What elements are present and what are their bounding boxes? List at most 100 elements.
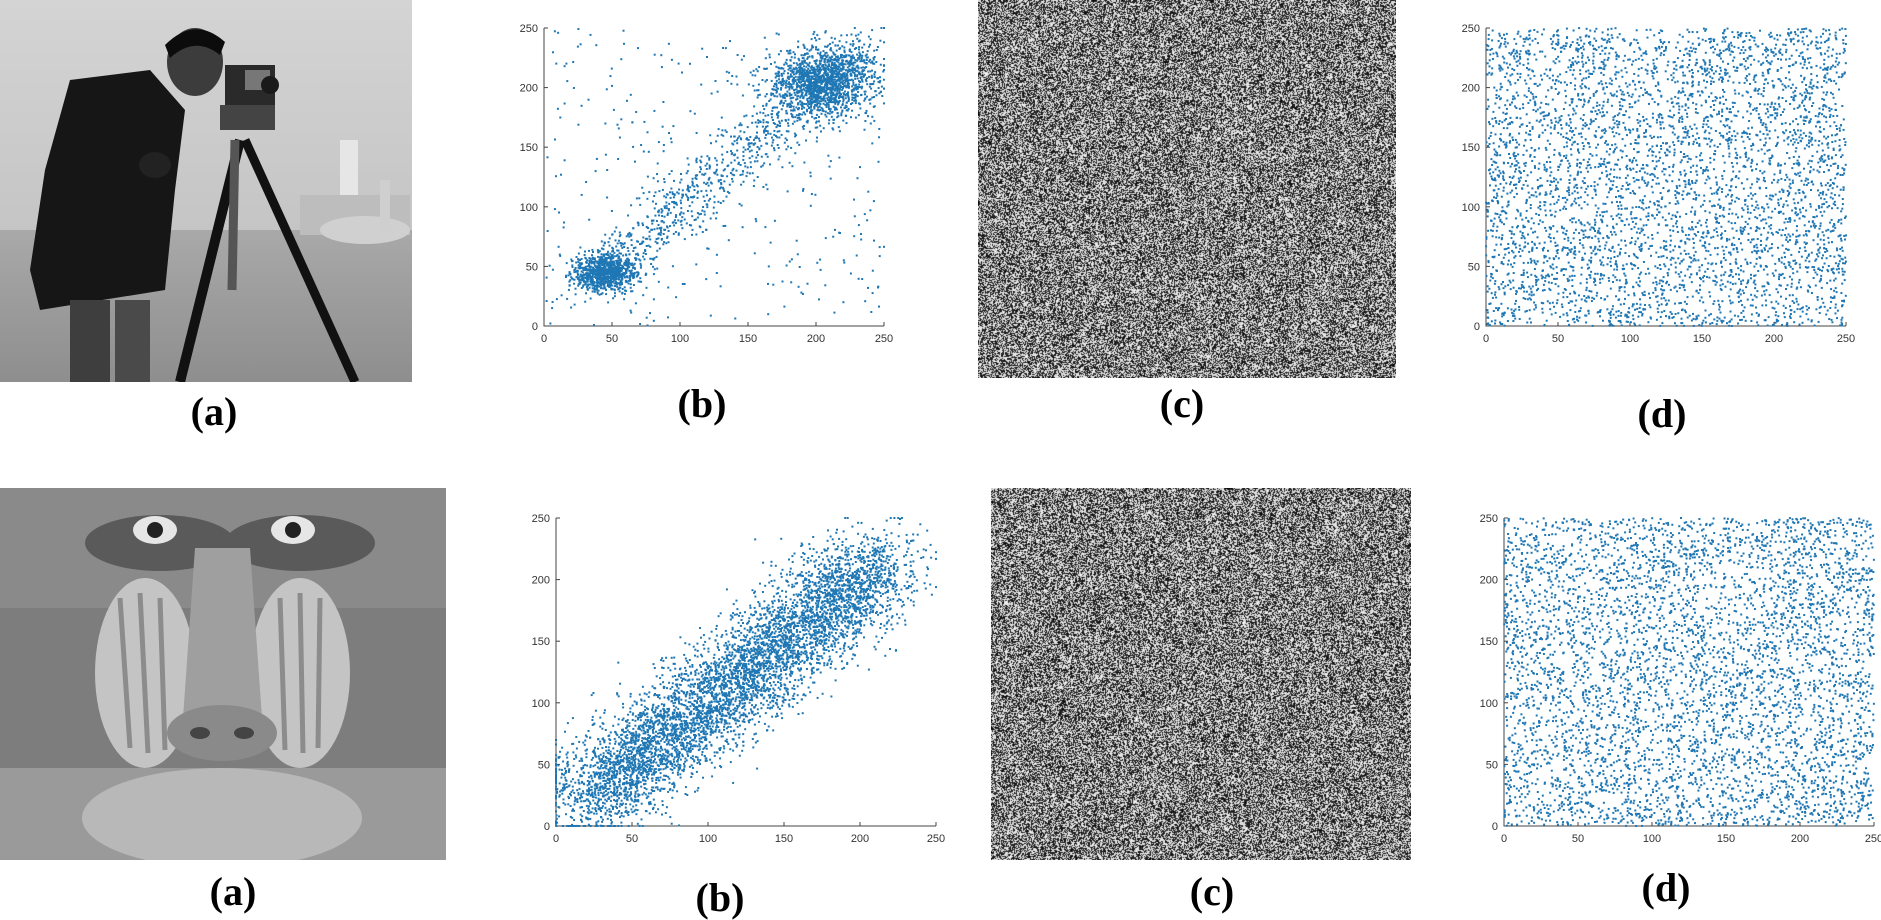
data-point xyxy=(782,281,784,283)
data-point xyxy=(858,46,860,48)
data-point xyxy=(814,104,816,106)
data-point xyxy=(1616,58,1618,60)
data-point xyxy=(1556,302,1558,304)
data-point xyxy=(1518,133,1520,135)
data-point xyxy=(1531,187,1533,189)
data-point xyxy=(819,103,821,105)
data-point xyxy=(808,93,810,95)
data-point xyxy=(772,139,774,141)
data-point xyxy=(1646,91,1648,93)
data-point xyxy=(747,166,749,168)
data-point xyxy=(631,121,633,123)
data-point xyxy=(1709,59,1711,61)
data-point xyxy=(1815,209,1817,211)
data-point xyxy=(743,146,745,148)
data-point xyxy=(1619,101,1621,103)
data-point xyxy=(1632,221,1634,223)
data-point xyxy=(1721,111,1723,113)
data-point xyxy=(576,256,578,258)
data-point xyxy=(617,275,619,277)
data-point xyxy=(602,259,604,261)
data-point xyxy=(1733,237,1735,239)
data-point xyxy=(596,158,598,160)
data-point xyxy=(1816,75,1818,77)
data-point xyxy=(1663,263,1665,265)
data-point xyxy=(1832,49,1834,51)
data-point xyxy=(754,160,756,162)
data-point xyxy=(577,124,579,126)
data-point xyxy=(685,194,687,196)
data-point xyxy=(874,71,876,73)
data-point xyxy=(840,73,842,75)
data-point xyxy=(721,175,723,177)
data-point xyxy=(827,66,829,68)
data-point xyxy=(785,120,787,122)
data-point xyxy=(1564,197,1566,199)
data-point xyxy=(836,90,838,92)
data-point xyxy=(748,83,750,85)
data-point xyxy=(708,185,710,187)
data-point xyxy=(838,48,840,50)
data-point xyxy=(642,222,644,224)
data-point xyxy=(779,125,781,127)
data-point xyxy=(1815,285,1817,287)
data-point xyxy=(656,220,658,222)
data-point xyxy=(1669,151,1671,153)
data-point xyxy=(1763,208,1765,210)
data-point xyxy=(584,301,586,303)
data-point xyxy=(657,242,659,244)
data-point xyxy=(763,132,765,134)
data-point xyxy=(1524,237,1526,239)
data-point xyxy=(1747,223,1749,225)
data-point xyxy=(1498,188,1500,190)
data-point xyxy=(748,144,750,146)
data-point xyxy=(577,270,579,272)
data-point xyxy=(572,61,574,63)
data-point xyxy=(820,269,822,271)
data-point xyxy=(762,165,764,167)
data-point xyxy=(588,99,590,101)
data-point xyxy=(560,174,562,176)
data-point xyxy=(878,306,880,308)
data-point xyxy=(871,142,873,144)
data-point xyxy=(694,189,696,191)
data-point xyxy=(847,66,849,68)
data-point xyxy=(1595,28,1597,30)
data-point xyxy=(802,293,804,295)
data-point xyxy=(596,277,598,279)
data-point xyxy=(770,242,772,244)
data-point xyxy=(1555,283,1557,285)
data-point xyxy=(870,311,872,313)
data-point xyxy=(1691,82,1693,84)
data-point xyxy=(686,222,688,224)
data-point xyxy=(790,73,792,75)
data-point xyxy=(1697,112,1699,114)
data-point xyxy=(1523,145,1525,147)
data-point xyxy=(1837,165,1839,167)
data-point xyxy=(662,126,664,128)
data-point xyxy=(1817,170,1819,172)
data-point xyxy=(1836,268,1838,270)
data-point xyxy=(1728,221,1730,223)
data-point xyxy=(1583,145,1585,147)
data-point xyxy=(1615,317,1617,319)
data-point xyxy=(817,49,819,51)
data-point xyxy=(1710,106,1712,108)
data-point xyxy=(845,60,847,62)
data-point xyxy=(620,245,622,247)
data-point xyxy=(753,180,755,182)
data-point xyxy=(806,94,808,96)
data-point xyxy=(762,112,764,114)
data-point xyxy=(1527,185,1529,187)
data-point xyxy=(834,62,836,64)
data-point xyxy=(806,109,808,111)
data-point xyxy=(879,76,881,78)
data-point xyxy=(703,182,705,184)
data-point xyxy=(1692,102,1694,104)
data-point xyxy=(614,285,616,287)
data-point xyxy=(579,247,581,249)
data-point xyxy=(794,109,796,111)
data-point xyxy=(822,68,824,70)
data-point xyxy=(651,220,653,222)
data-point xyxy=(856,54,858,56)
